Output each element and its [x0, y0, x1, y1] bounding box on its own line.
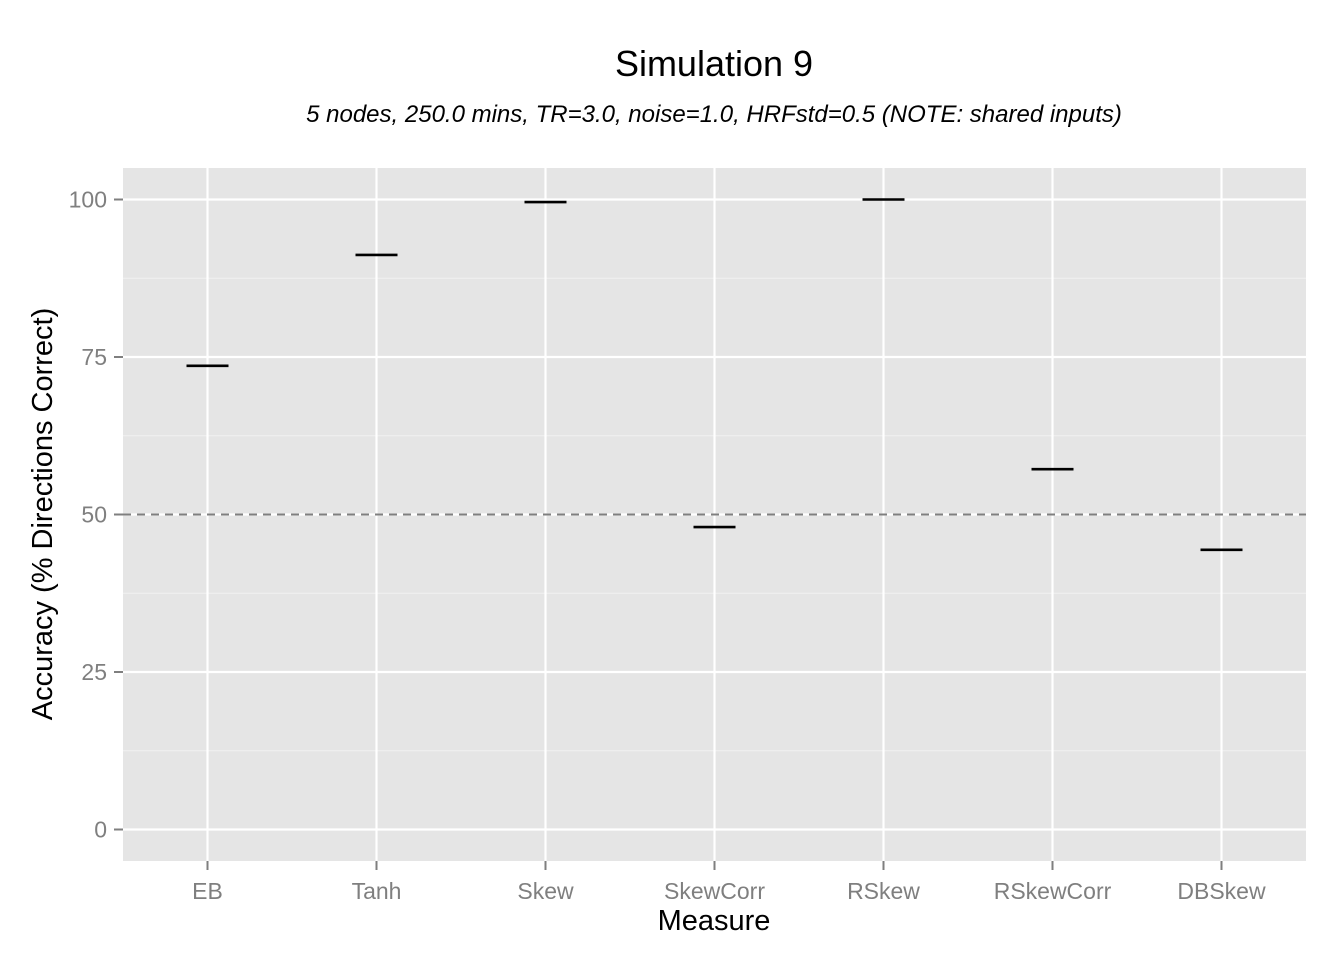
x-tick-label-dbskew: DBSkew: [1177, 878, 1266, 904]
y-tick-label: 25: [81, 659, 107, 685]
y-tick-label: 100: [69, 187, 107, 213]
y-axis-title: Accuracy (% Directions Correct): [27, 308, 59, 721]
x-tick-label-rskew: RSkew: [847, 878, 920, 904]
data-marks: [186, 198, 1243, 552]
y-tick-label: 0: [94, 817, 107, 843]
x-axis-title: Measure: [658, 905, 771, 937]
chart-title: Simulation 9: [615, 43, 813, 84]
chart-subtitle: 5 nodes, 250.0 mins, TR=3.0, noise=1.0, …: [306, 101, 1122, 128]
x-tick-label-skewcorr: SkewCorr: [664, 878, 765, 904]
x-tick-label-tanh: Tanh: [352, 878, 402, 904]
x-tick-label-rskewcorr: RSkewCorr: [994, 878, 1112, 904]
y-axis: 0 25 50 75 100: [69, 187, 123, 843]
y-tick-label: 75: [81, 344, 107, 370]
x-tick-label-eb: EB: [192, 878, 223, 904]
x-tick-label-skew: Skew: [517, 878, 574, 904]
y-tick-label: 50: [81, 502, 107, 528]
x-axis: EB Tanh Skew SkewCorr RSkew RSkewCorr DBSkew: [192, 861, 1266, 904]
